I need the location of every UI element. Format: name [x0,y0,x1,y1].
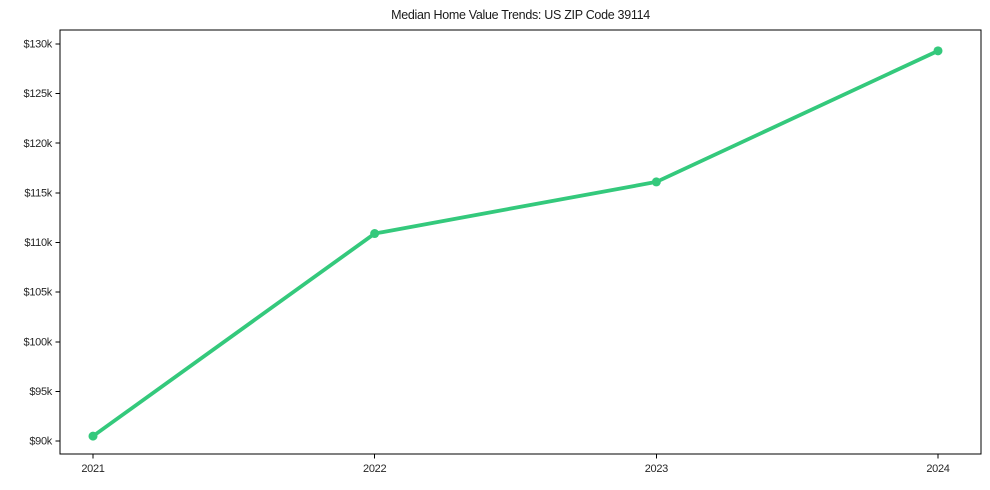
data-point [370,229,380,239]
y-tick-label: $115k [24,187,52,199]
x-tick-label: 2024 [926,463,949,475]
data-point [933,46,943,56]
x-tick-label: 2023 [645,463,668,475]
y-tick-label: $120k [24,138,53,150]
x-tick-label: 2021 [81,463,104,475]
y-tick-label: $110k [24,237,52,249]
y-tick-label: $100k [24,336,53,348]
data-point [651,177,661,187]
data-point [88,431,98,441]
x-tick-label: 2022 [363,463,386,475]
chart-title: Median Home Value Trends: US ZIP Code 39… [391,8,650,22]
y-tick-label: $105k [24,287,53,299]
line-series [91,48,940,439]
y-tick-label: $130k [24,39,53,51]
y-tick-label: $95k [29,386,52,398]
y-tick-label: $90k [29,436,52,448]
y-tick-label: $125k [24,88,53,100]
